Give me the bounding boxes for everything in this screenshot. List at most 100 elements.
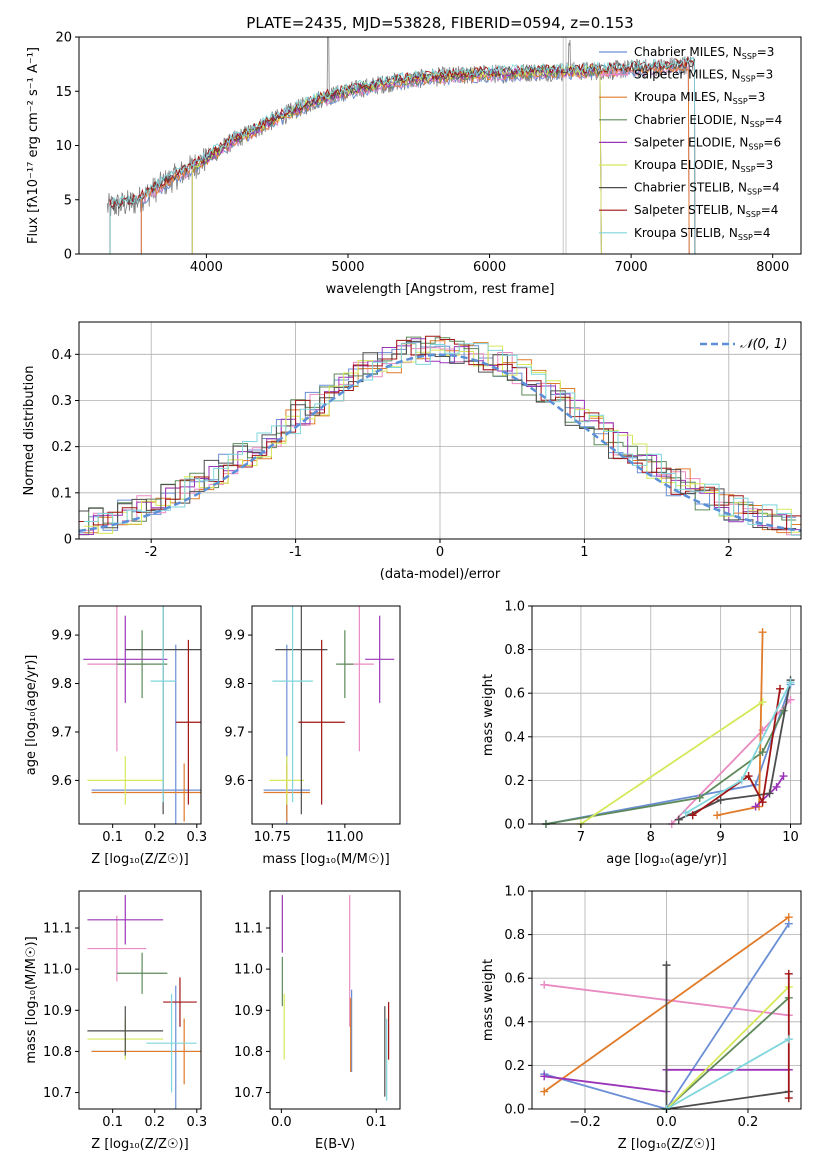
age_vs_Z-plot-area <box>83 606 201 824</box>
legend-label: Chabrier STELIB, NSSP=4 <box>634 181 780 197</box>
y-tick-label: 9.6 <box>51 774 72 789</box>
legend-label: Kroupa STELIB, NSSP=4 <box>634 226 771 242</box>
x-tick-label: 7 <box>577 830 585 845</box>
model-spectrum-line <box>109 58 696 254</box>
y-axis-label: Normed distribution <box>22 366 37 496</box>
x-tick-label: 10 <box>782 830 799 845</box>
y-axis-label: Flux [fλ10⁻¹⁷ erg cm⁻² s⁻¹ A⁻¹] <box>26 47 41 244</box>
mass-weight-marker <box>784 913 793 922</box>
model-spectrum-line <box>140 62 690 254</box>
y-tick-label: 9.6 <box>224 774 245 789</box>
mass-weight-marker <box>662 961 671 970</box>
x-axis-label: E(B-V) <box>315 1137 355 1152</box>
y-tick-label: 0.2 <box>51 440 72 455</box>
spectrum-plot-area <box>106 37 696 254</box>
legend-subscript: SSP <box>742 52 757 61</box>
residual-histogram <box>79 341 797 534</box>
residual-histogram <box>79 336 797 536</box>
x-tick-label: -1 <box>289 545 302 560</box>
mass-weight-marker <box>716 796 725 805</box>
x-tick-label: 0.1 <box>102 1115 123 1130</box>
x-tick-label: 6000 <box>473 260 506 275</box>
x-axis-label: Z [log₁₀(Z/Z☉)] <box>91 1137 188 1152</box>
y-tick-label: 0 <box>64 248 72 263</box>
model-spectrum-line <box>140 64 690 254</box>
x-tick-label: 11.00 <box>326 830 363 845</box>
mass-weight-marker <box>758 697 767 706</box>
y-tick-label: 0.6 <box>504 972 525 987</box>
massweight_vs_Z-panel: −0.2 0.0 0.2 0.0 0.2 0.4 0.6 0.8 1.0 Z [log₁₀(Z/Z… <box>481 885 802 1152</box>
mass-weight-line <box>692 688 781 817</box>
model-spectrum-line <box>191 64 602 254</box>
mass-weight-marker <box>688 811 697 820</box>
legend-subscript: SSP <box>738 233 753 242</box>
x-tick-label: 5000 <box>331 260 364 275</box>
axes-frame <box>269 890 401 1110</box>
massweight_vs_age-plot-area <box>532 605 801 828</box>
residual-histogram <box>79 335 801 531</box>
y-tick-label: 0 <box>64 533 72 548</box>
y-tick-label: 9.9 <box>51 629 72 644</box>
mass-weight-line <box>666 1038 790 1110</box>
y-tick-label: 1.0 <box>504 600 525 615</box>
y-tick-label: 10.8 <box>43 1045 72 1060</box>
axes-frame <box>251 605 401 825</box>
legend-subscript: SSP <box>746 210 761 219</box>
y-tick-label: 0.4 <box>51 348 72 363</box>
mass-weight-marker <box>695 793 704 802</box>
y-axis-label: mass [log₁₀(M/M☉)] <box>24 936 39 1063</box>
x-tick-label: 1 <box>580 545 588 560</box>
y-tick-label: 0.8 <box>504 928 525 943</box>
x-tick-label: 0.1 <box>366 1115 387 1130</box>
model-spectrum-line <box>109 56 696 254</box>
mass-weight-line <box>580 701 764 825</box>
legend-value: =3 <box>756 158 774 172</box>
mass_vs_ebv-plot-area <box>281 895 390 1101</box>
y-tick-label: 9.8 <box>224 677 245 692</box>
mass-weight-marker <box>784 1094 793 1103</box>
mass-weight-line <box>665 986 790 1110</box>
mass-weight-marker <box>713 811 722 820</box>
x-tick-label: 8000 <box>756 260 789 275</box>
y-tick-label: 11.1 <box>234 922 263 937</box>
mass-weight-marker <box>772 782 781 791</box>
y-tick-label: 10.7 <box>43 1086 72 1101</box>
x-tick-label: 0.3 <box>186 830 207 845</box>
x-tick-label: 7000 <box>615 260 648 275</box>
y-tick-label: 0.8 <box>504 643 525 658</box>
x-axis-label: age [log₁₀(age/yr)] <box>606 852 727 867</box>
mass-weight-marker <box>786 678 795 687</box>
massweight_vs_Z-plot-area <box>532 890 801 1113</box>
legend-value: =4 <box>765 113 783 127</box>
spectrum-panel: 4000 5000 6000 7000 8000 0 5 10 15 20 wavelength [… <box>26 14 802 297</box>
observed-spectrum-line <box>106 37 695 217</box>
y-tick-label: 9.7 <box>224 725 245 740</box>
mass-weight-marker <box>737 776 746 785</box>
x-tick-label: 0.2 <box>144 1115 165 1130</box>
residuals-plot-area <box>78 322 802 540</box>
x-tick-label: 9 <box>717 830 725 845</box>
mass_vs_Z-plot-area <box>87 895 201 1109</box>
age_vs_mass-plot-area <box>263 606 395 824</box>
legend-label: Chabrier ELODIE, NSSP=4 <box>634 113 782 129</box>
y-tick-label: 0.2 <box>504 1059 525 1074</box>
mass-weight-marker <box>784 969 793 978</box>
x-tick-label: 0.0 <box>656 1115 677 1130</box>
mass-weight-line <box>665 965 789 1111</box>
y-tick-label: 5 <box>64 193 72 208</box>
legend-subscript: SSP <box>748 142 763 151</box>
y-tick-label: 0.1 <box>51 486 72 501</box>
y-tick-label: 10 <box>55 139 72 154</box>
mass-weight-marker <box>540 1072 549 1081</box>
x-tick-label: -2 <box>145 545 158 560</box>
legend-label: Kroupa MILES, NSSP=3 <box>634 90 765 106</box>
legend-value: =4 <box>761 203 779 217</box>
y-tick-label: 15 <box>55 85 72 100</box>
x-tick-label: 4000 <box>190 260 223 275</box>
y-tick-label: 0.2 <box>504 774 525 789</box>
x-axis-label: wavelength [Angstrom, rest frame] <box>326 282 555 297</box>
age_vs_mass-panel: 10.75 11.00 9.6 9.7 9.8 9.9 mass [log₁₀(M/M☉)] <box>224 605 401 867</box>
mass-weight-marker <box>786 695 795 704</box>
mass-weight-marker <box>784 1035 793 1044</box>
